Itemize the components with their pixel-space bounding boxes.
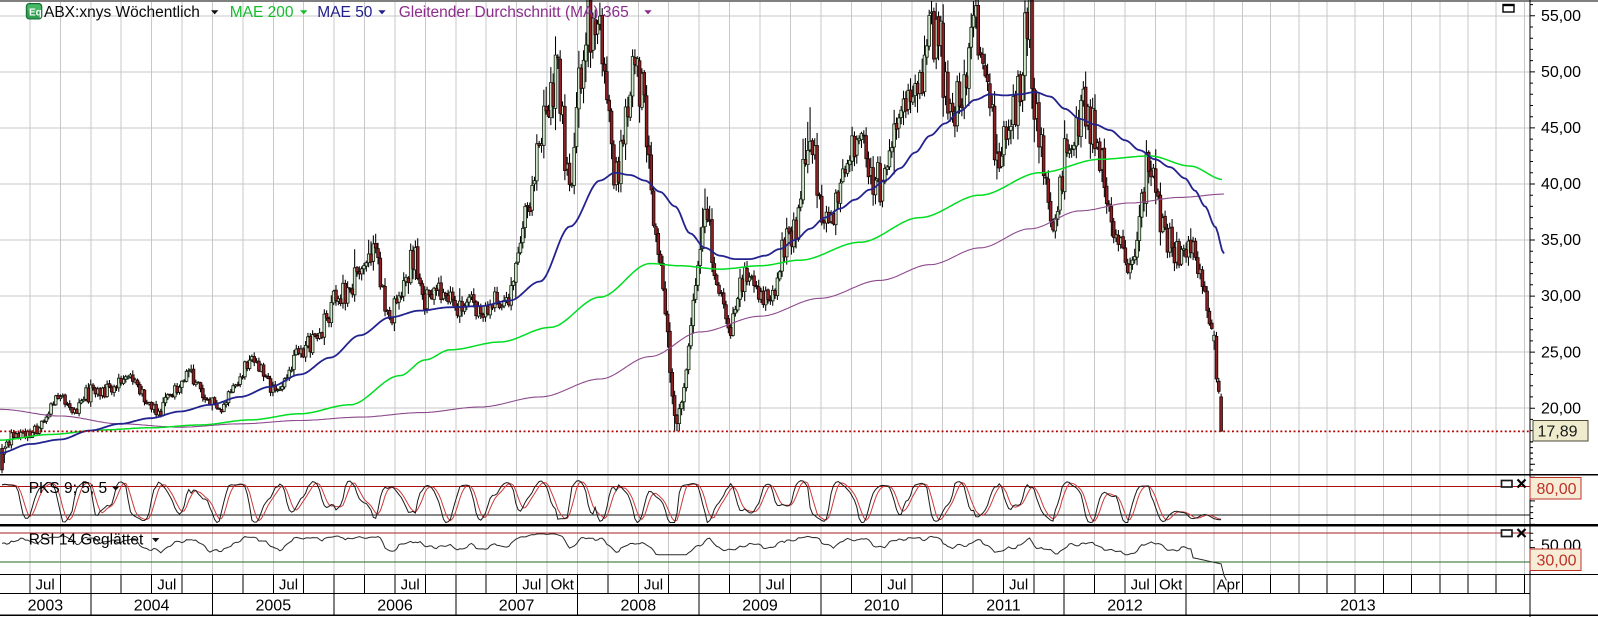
svg-text:2012: 2012 xyxy=(1107,598,1143,615)
svg-text:Jul: Jul xyxy=(766,577,785,594)
svg-text:2004: 2004 xyxy=(134,598,170,615)
svg-text:MAE 200: MAE 200 xyxy=(230,4,294,21)
svg-text:45,00: 45,00 xyxy=(1541,120,1581,137)
svg-text:2006: 2006 xyxy=(377,598,413,615)
svg-text:Jul: Jul xyxy=(1131,577,1150,594)
svg-text:PKS 9; 5; 5: PKS 9; 5; 5 xyxy=(29,480,107,497)
svg-text:ABX:xnys Wöchentlich: ABX:xnys Wöchentlich xyxy=(44,4,200,21)
svg-text:20,00: 20,00 xyxy=(1541,400,1581,417)
svg-text:35,00: 35,00 xyxy=(1541,232,1581,249)
svg-text:Gleitender Durchschnitt (MA) 3: Gleitender Durchschnitt (MA) 365 xyxy=(399,4,629,21)
svg-text:Jul: Jul xyxy=(157,577,176,594)
svg-text:55,00: 55,00 xyxy=(1541,8,1581,25)
svg-text:Jul: Jul xyxy=(522,577,541,594)
svg-text:40,00: 40,00 xyxy=(1541,176,1581,193)
svg-text:2009: 2009 xyxy=(742,598,778,615)
svg-text:Eq: Eq xyxy=(29,8,42,19)
svg-text:2010: 2010 xyxy=(864,598,900,615)
svg-text:Jul: Jul xyxy=(36,577,55,594)
svg-text:30,00: 30,00 xyxy=(1541,288,1581,305)
svg-text:Okt: Okt xyxy=(1159,577,1183,594)
svg-text:25,00: 25,00 xyxy=(1541,344,1581,361)
svg-text:80,00: 80,00 xyxy=(1537,481,1577,498)
svg-text:2007: 2007 xyxy=(499,598,535,615)
svg-text:RSI 14 Geglättet: RSI 14 Geglättet xyxy=(29,532,144,549)
svg-text:50,00: 50,00 xyxy=(1541,64,1581,81)
svg-text:2003: 2003 xyxy=(28,598,64,615)
svg-text:MAE 50: MAE 50 xyxy=(317,4,373,21)
svg-text:2011: 2011 xyxy=(986,598,1021,615)
svg-text:2005: 2005 xyxy=(256,598,292,615)
svg-text:30,00: 30,00 xyxy=(1537,553,1577,570)
svg-text:Jul: Jul xyxy=(401,577,420,594)
svg-text:Apr: Apr xyxy=(1217,577,1240,594)
svg-text:17,89: 17,89 xyxy=(1538,424,1578,441)
svg-text:Jul: Jul xyxy=(644,577,663,594)
svg-text:2013: 2013 xyxy=(1340,598,1376,615)
svg-text:Jul: Jul xyxy=(279,577,298,594)
svg-text:Jul: Jul xyxy=(887,577,906,594)
svg-text:2008: 2008 xyxy=(621,598,657,615)
svg-text:Okt: Okt xyxy=(551,577,575,594)
svg-text:Jul: Jul xyxy=(1009,577,1028,594)
